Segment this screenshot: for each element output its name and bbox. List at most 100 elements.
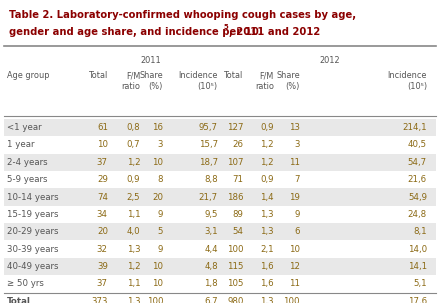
- Text: 2,1: 2,1: [260, 245, 274, 254]
- Text: 74: 74: [97, 192, 108, 201]
- Text: 21,7: 21,7: [199, 192, 218, 201]
- Text: 16: 16: [152, 123, 163, 132]
- Text: 29: 29: [97, 175, 108, 184]
- Text: 7: 7: [294, 175, 300, 184]
- Text: 100: 100: [283, 297, 300, 303]
- Text: 5: 5: [224, 24, 228, 30]
- Text: 20: 20: [97, 227, 108, 236]
- Text: 14,0: 14,0: [408, 245, 427, 254]
- Text: 5: 5: [158, 227, 163, 236]
- FancyBboxPatch shape: [4, 258, 436, 275]
- Text: 89: 89: [233, 210, 244, 219]
- Text: 54,9: 54,9: [408, 192, 427, 201]
- FancyBboxPatch shape: [4, 241, 436, 258]
- Text: 9: 9: [294, 210, 300, 219]
- Text: Total: Total: [88, 71, 108, 80]
- Text: 1,3: 1,3: [127, 245, 140, 254]
- Text: 4,4: 4,4: [204, 245, 218, 254]
- Text: Share
(%): Share (%): [139, 71, 163, 92]
- Text: 2,5: 2,5: [127, 192, 140, 201]
- Text: 26: 26: [233, 140, 244, 149]
- Text: 17,6: 17,6: [408, 297, 427, 303]
- Text: 2011: 2011: [141, 56, 161, 65]
- Text: 1,2: 1,2: [127, 262, 140, 271]
- Text: 32: 32: [97, 245, 108, 254]
- Text: 20: 20: [152, 192, 163, 201]
- Text: 1,3: 1,3: [260, 210, 274, 219]
- Text: Incidence
(10⁵): Incidence (10⁵): [388, 71, 427, 92]
- Text: 13: 13: [289, 123, 300, 132]
- Text: 5-9 years: 5-9 years: [7, 175, 47, 184]
- Text: 54,7: 54,7: [408, 158, 427, 167]
- Text: 127: 127: [227, 123, 244, 132]
- Text: Total: Total: [224, 71, 244, 80]
- Text: ≥ 50 yrs: ≥ 50 yrs: [7, 279, 44, 288]
- Text: 6: 6: [294, 227, 300, 236]
- Text: 0,9: 0,9: [127, 175, 140, 184]
- FancyBboxPatch shape: [4, 154, 436, 171]
- Text: 186: 186: [227, 192, 244, 201]
- Text: Share
(%): Share (%): [276, 71, 300, 92]
- Text: 105: 105: [227, 279, 244, 288]
- Text: 30-39 years: 30-39 years: [7, 245, 58, 254]
- Text: Incidence
(10⁵): Incidence (10⁵): [179, 71, 218, 92]
- Text: 3,1: 3,1: [204, 227, 218, 236]
- Text: 34: 34: [97, 210, 108, 219]
- Text: 19: 19: [289, 192, 300, 201]
- Text: 40,5: 40,5: [408, 140, 427, 149]
- Text: 1,6: 1,6: [260, 279, 274, 288]
- Text: 6,7: 6,7: [204, 297, 218, 303]
- Text: F/M
ratio: F/M ratio: [121, 71, 140, 92]
- Text: 100: 100: [227, 245, 244, 254]
- Text: Age group: Age group: [7, 71, 49, 80]
- Text: 1,2: 1,2: [260, 140, 274, 149]
- Text: 10: 10: [97, 140, 108, 149]
- Text: 1,2: 1,2: [127, 158, 140, 167]
- Text: 11: 11: [289, 158, 300, 167]
- Text: 1,1: 1,1: [127, 279, 140, 288]
- Text: 12: 12: [289, 262, 300, 271]
- Text: 10: 10: [152, 279, 163, 288]
- Text: 1,6: 1,6: [260, 262, 274, 271]
- Text: 37: 37: [97, 279, 108, 288]
- Text: 24,8: 24,8: [408, 210, 427, 219]
- Text: 37: 37: [97, 158, 108, 167]
- Text: 373: 373: [92, 297, 108, 303]
- Text: Table 2. Laboratory-confirmed whooping cough cases by age,: Table 2. Laboratory-confirmed whooping c…: [9, 11, 356, 21]
- Text: 61: 61: [97, 123, 108, 132]
- Text: 9,5: 9,5: [204, 210, 218, 219]
- Text: 1,4: 1,4: [260, 192, 274, 201]
- Text: 0,7: 0,7: [127, 140, 140, 149]
- Text: 15-19 years: 15-19 years: [7, 210, 58, 219]
- Text: 8,1: 8,1: [413, 227, 427, 236]
- Text: 0,9: 0,9: [260, 175, 274, 184]
- Text: <1 year: <1 year: [7, 123, 41, 132]
- Text: 71: 71: [233, 175, 244, 184]
- Text: 1,3: 1,3: [260, 297, 274, 303]
- Text: 3: 3: [158, 140, 163, 149]
- Text: 115: 115: [227, 262, 244, 271]
- Text: 11: 11: [289, 279, 300, 288]
- FancyBboxPatch shape: [4, 171, 436, 188]
- Text: 18,7: 18,7: [199, 158, 218, 167]
- Text: Total: Total: [7, 297, 30, 303]
- Text: F/M
ratio: F/M ratio: [255, 71, 274, 92]
- Text: 20-29 years: 20-29 years: [7, 227, 58, 236]
- Text: , 2011 and 2012: , 2011 and 2012: [230, 27, 321, 37]
- Text: 214,1: 214,1: [402, 123, 427, 132]
- Text: 8,8: 8,8: [204, 175, 218, 184]
- FancyBboxPatch shape: [4, 136, 436, 154]
- Text: gender and age share, and incidence per 10: gender and age share, and incidence per …: [9, 27, 258, 37]
- Text: 10: 10: [289, 245, 300, 254]
- Text: 0,9: 0,9: [260, 123, 274, 132]
- Text: 1,2: 1,2: [260, 158, 274, 167]
- Text: 4,8: 4,8: [204, 262, 218, 271]
- Text: 3: 3: [294, 140, 300, 149]
- Text: 10-14 years: 10-14 years: [7, 192, 58, 201]
- Text: 21,6: 21,6: [408, 175, 427, 184]
- Text: 980: 980: [227, 297, 244, 303]
- Text: 107: 107: [227, 158, 244, 167]
- Text: 0,8: 0,8: [127, 123, 140, 132]
- FancyBboxPatch shape: [4, 119, 436, 136]
- FancyBboxPatch shape: [4, 223, 436, 241]
